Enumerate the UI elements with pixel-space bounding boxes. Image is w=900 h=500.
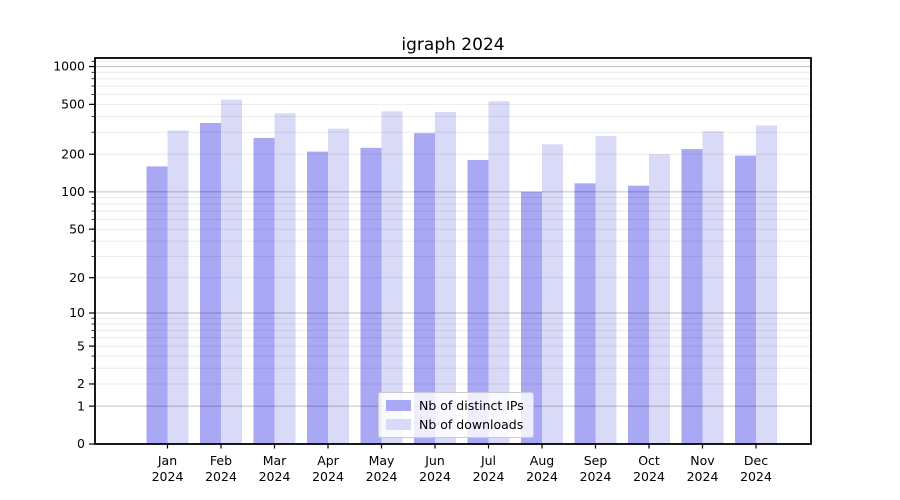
x-tick-label: Jun: [424, 453, 445, 468]
y-tick-label: 500: [61, 97, 85, 112]
bar-dec-series0: [735, 155, 756, 444]
x-tick-label: 2024: [205, 469, 237, 484]
y-tick-label: 20: [69, 270, 85, 285]
bar-oct-series1: [649, 154, 670, 444]
y-tick-label: 100: [61, 184, 85, 199]
bar-feb-series0: [200, 123, 221, 444]
x-tick-label: 2024: [419, 469, 451, 484]
bar-jan-series1: [167, 130, 189, 444]
bar-jul-series1: [488, 101, 510, 444]
y-tick-label: 200: [61, 146, 85, 161]
bar-jan-series0: [146, 166, 168, 445]
x-tick-label: Oct: [638, 453, 660, 468]
x-tick-label: 2024: [312, 469, 344, 484]
bar-dec-series1: [756, 125, 777, 444]
x-tick-label: 2024: [152, 469, 184, 484]
y-tick-label: 1: [77, 398, 85, 413]
x-tick-label: Jan: [157, 453, 177, 468]
bar-aug-series0: [521, 191, 542, 444]
x-tick-label: 2024: [687, 469, 719, 484]
bar-apr-series0: [307, 151, 328, 444]
x-tick-label: Sep: [584, 453, 608, 468]
x-tick-label: Jul: [480, 453, 496, 468]
bar-feb-series1: [221, 99, 242, 444]
y-tick-label: 0: [77, 436, 85, 451]
y-tick-label: 5: [77, 338, 85, 353]
bar-nov-series0: [681, 149, 703, 445]
bar-nov-series1: [702, 131, 724, 444]
x-tick-label: Apr: [317, 453, 339, 468]
x-tick-label: Nov: [690, 453, 715, 468]
x-tick-label: 2024: [473, 469, 505, 484]
bar-apr-series1: [328, 128, 349, 444]
bar-sep-series1: [595, 135, 617, 444]
bar-jun-series0: [414, 133, 435, 444]
bar-aug-series1: [542, 144, 563, 444]
y-tick-label: 2: [77, 376, 85, 391]
x-tick-label: 2024: [580, 469, 612, 484]
x-tick-label: 2024: [259, 469, 291, 484]
x-tick-label: 2024: [526, 469, 558, 484]
legend: Nb of distinct IPs Nb of downloads: [378, 392, 534, 438]
x-tick-label: 2024: [740, 469, 772, 484]
y-tick-label: 10: [69, 305, 85, 320]
legend-swatch-downloads: [386, 419, 411, 430]
plot-border: [94, 57, 812, 445]
x-tick-label: Mar: [263, 453, 287, 468]
bar-jul-series0: [467, 159, 489, 444]
x-tick-label: Feb: [210, 453, 232, 468]
x-tick-label: Dec: [744, 453, 768, 468]
y-tick-label: 50: [69, 221, 85, 236]
bar-may-series0: [360, 147, 382, 445]
legend-label: Nb of distinct IPs: [419, 398, 524, 413]
bar-jun-series1: [435, 111, 456, 444]
bar-may-series1: [381, 111, 403, 445]
x-tick-label: 2024: [366, 469, 398, 484]
legend-label: Nb of downloads: [419, 417, 524, 432]
bar-mar-series0: [253, 137, 275, 444]
x-tick-label: 2024: [633, 469, 665, 484]
legend-item: Nb of distinct IPs: [386, 398, 524, 413]
chart-title: igraph 2024: [401, 35, 505, 55]
bar-sep-series0: [574, 183, 596, 444]
bar-mar-series1: [274, 113, 296, 444]
legend-swatch-distinct-ips: [386, 400, 411, 411]
y-tick-label: 1000: [53, 59, 85, 74]
x-tick-label: May: [369, 453, 395, 468]
x-tick-label: Aug: [530, 453, 554, 468]
legend-item: Nb of downloads: [386, 417, 524, 432]
bar-oct-series0: [628, 185, 649, 445]
